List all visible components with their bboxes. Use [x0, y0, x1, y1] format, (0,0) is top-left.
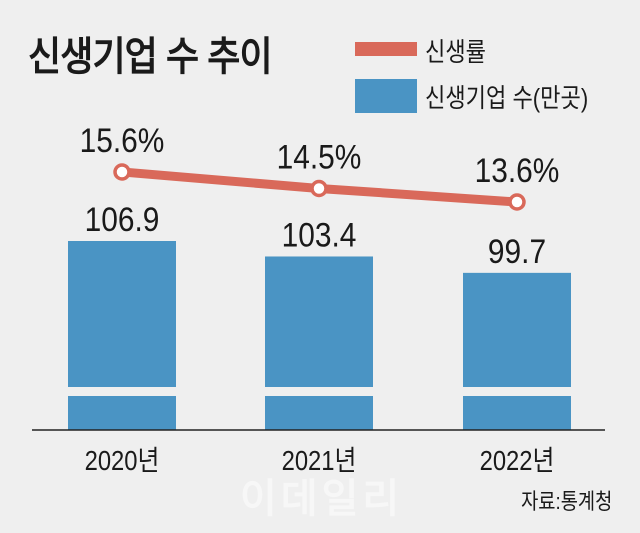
bar-2020년 [68, 241, 176, 430]
x-tick-label: 2021년 [282, 444, 357, 476]
x-tick-label: 2022년 [480, 444, 555, 476]
watermark: 이데일리 [240, 477, 404, 521]
axis-break [263, 387, 375, 396]
legend-bar-swatch [355, 79, 417, 113]
x-tick-label: 2020년 [85, 444, 160, 476]
legend-line-label: 신생률 [425, 37, 487, 67]
rate-value-label: 15.6% [80, 121, 165, 159]
rate-value-label: 13.6% [475, 151, 560, 189]
rate-point [310, 179, 328, 198]
axis-break [66, 387, 178, 396]
bar-value-label: 103.4 [282, 216, 357, 254]
rate-point [508, 193, 526, 211]
bar-value-label: 106.9 [85, 200, 160, 238]
bar-value-label: 99.7 [488, 232, 546, 270]
legend-bar-label: 신생기업 수(만곳) [425, 83, 589, 113]
chart-title: 신생기업 수 추이 [28, 35, 273, 79]
axis-break [461, 387, 573, 396]
source-note: 자료:통계청 [520, 489, 612, 514]
bar-2022년 [463, 272, 571, 430]
bar-2021년 [265, 256, 373, 430]
rate-value-label: 14.5% [277, 138, 362, 176]
legend-line-swatch [355, 42, 417, 56]
rate-point [113, 163, 131, 181]
